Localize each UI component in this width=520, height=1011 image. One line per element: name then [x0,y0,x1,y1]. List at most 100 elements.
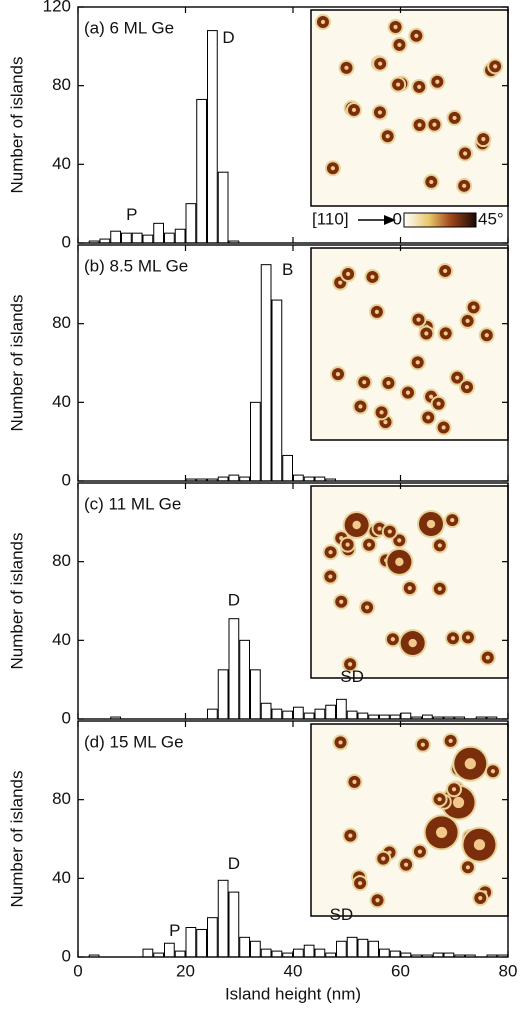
island [358,404,363,409]
bar [185,203,197,244]
bar [196,98,207,244]
island [377,110,383,115]
bar [250,401,261,482]
island [335,372,341,377]
y-axis-title: Number of islands [7,294,26,431]
island [381,856,386,861]
bar [389,950,401,958]
bar [260,702,272,720]
island [330,166,335,171]
island [481,137,486,142]
island [414,33,419,38]
bar [174,228,186,244]
bar [260,948,272,958]
bar [336,940,347,958]
island [441,425,446,430]
bar [164,232,175,244]
island [345,542,350,547]
island [462,183,467,188]
annotation: B [282,260,293,279]
bar [293,706,304,720]
island [435,826,448,839]
island [432,122,437,127]
x-tick-label: 80 [499,961,518,980]
island [403,862,409,867]
island [428,394,434,399]
bar [250,669,261,720]
island [393,24,398,30]
bar [250,940,261,958]
bar [346,936,358,958]
x-tick-label: 40 [284,961,303,980]
y-tick-label: 40 [52,392,71,411]
annotation: SD [330,905,354,924]
x-tick-label: 20 [176,961,195,980]
bar [239,639,250,720]
colorbar-tick-label: 45° [478,209,504,228]
island [396,82,401,87]
island [485,655,490,660]
bar [142,948,154,958]
island [358,881,363,886]
y-tick-label: 40 [52,868,71,887]
annotation: D [228,590,240,609]
bar [217,669,229,720]
island [455,375,460,380]
island [464,384,470,390]
bar [207,30,218,244]
bar [142,234,154,244]
bar [336,698,347,720]
island [452,796,465,809]
bar [110,230,121,244]
island [378,61,383,66]
colorbar-tick-label: 0 [393,209,402,228]
island [348,833,353,838]
island [424,331,429,336]
island [379,410,384,415]
bar [271,708,283,720]
bar [207,917,218,958]
island [397,42,402,48]
island [417,122,422,128]
y-tick-label: 0 [62,946,71,965]
bar [325,704,336,720]
island [465,865,471,870]
island [377,526,382,531]
island [436,401,441,406]
x-tick-label: 60 [391,961,410,980]
bar [303,712,315,720]
island [462,151,468,156]
annotation: P [169,921,180,940]
y-tick-label: 0 [62,470,71,489]
annotation: D [228,854,240,873]
bar [153,222,164,244]
island [339,599,344,604]
island [328,550,333,555]
bar [271,299,283,482]
island [490,769,496,774]
island [374,309,380,314]
y-tick-label: 0 [62,708,71,727]
island [338,280,343,285]
bar [174,950,186,958]
y-tick-label: 40 [52,630,71,649]
annotation: P [126,205,137,224]
island [407,586,412,591]
bar [217,171,229,244]
island [417,84,422,89]
island [416,317,421,322]
y-tick-label: 80 [52,551,71,570]
bar [314,948,326,958]
island [370,274,375,280]
y-axis-title: Number of islands [7,532,26,669]
island [395,557,404,567]
island [478,895,483,901]
bar [271,950,283,958]
panel-title: (d) 15 ML Ge [84,732,184,751]
island [437,543,442,548]
bar [260,264,272,482]
island [426,519,436,529]
island [386,380,391,386]
island [383,420,388,425]
